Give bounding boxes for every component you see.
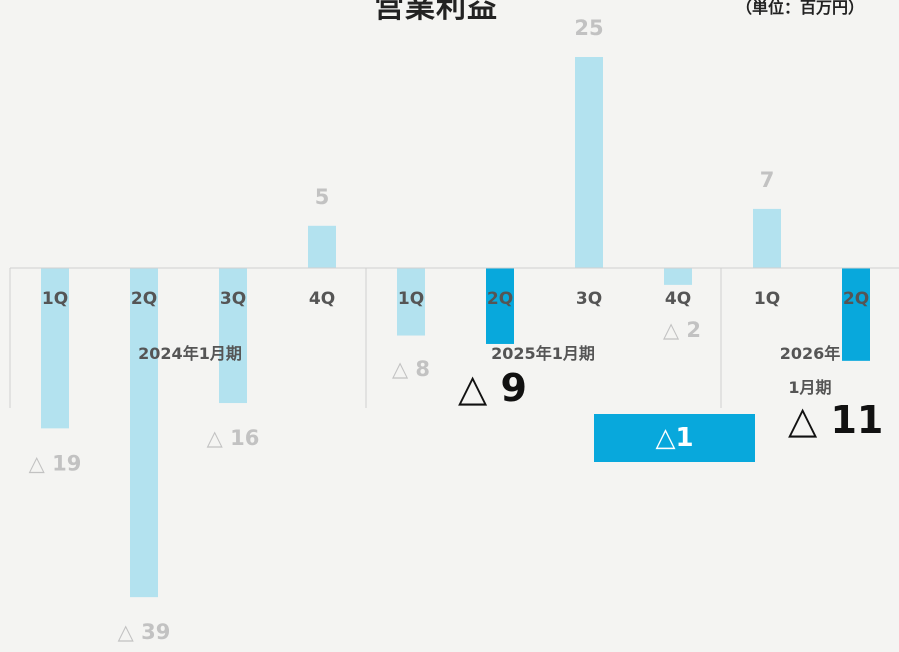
bar-8 <box>664 268 692 285</box>
fiscal-year-label-2026-line2: 1月期 <box>788 378 832 397</box>
bar-5 <box>397 268 425 336</box>
quarter-label-3: 3Q <box>220 289 246 309</box>
value-label-2: △ 39 <box>118 620 171 644</box>
fiscal-year-label-2025: 2025年1月期 <box>491 344 595 363</box>
quarter-label-2: 2Q <box>131 289 157 309</box>
bar-6 <box>486 268 514 344</box>
callout-fy2025-2q: △ 9 <box>458 366 527 410</box>
quarter-label-10: 2Q <box>843 289 869 309</box>
fiscal-year-label-2024: 2024年1月期 <box>138 344 242 363</box>
bar-4 <box>308 225 336 268</box>
value-label-7: 25 <box>574 16 603 40</box>
quarter-label-5: 1Q <box>398 289 424 309</box>
quarter-label-1: 1Q <box>42 289 68 309</box>
quarter-label-9: 1Q <box>754 289 780 309</box>
fiscal-year-label-2026-line1: 2026年 <box>779 344 841 363</box>
unit-label: （単位：百万円） <box>736 0 865 17</box>
bar-2 <box>130 268 158 598</box>
value-label-4: 5 <box>315 185 330 209</box>
quarter-label-4: 4Q <box>309 289 335 309</box>
value-label-8: △ 2 <box>663 318 701 342</box>
callout-fy2025-4q-box: △1 <box>594 414 755 462</box>
chart-title: 営業利益 <box>374 0 498 25</box>
quarter-label-6: 2Q <box>487 289 513 309</box>
value-label-9: 7 <box>760 168 775 192</box>
quarter-label-8: 4Q <box>665 289 691 309</box>
value-label-1: △ 19 <box>29 451 82 475</box>
value-label-5: △ 8 <box>392 357 430 381</box>
bar-9 <box>753 208 781 268</box>
bar-3 <box>219 268 247 404</box>
bar-10 <box>842 268 870 361</box>
quarter-label-7: 3Q <box>576 289 602 309</box>
callout-fy2026-2q: △ 11 <box>788 398 884 442</box>
value-label-3: △ 16 <box>207 426 260 450</box>
bar-7 <box>575 57 603 268</box>
bar-1 <box>41 268 69 429</box>
